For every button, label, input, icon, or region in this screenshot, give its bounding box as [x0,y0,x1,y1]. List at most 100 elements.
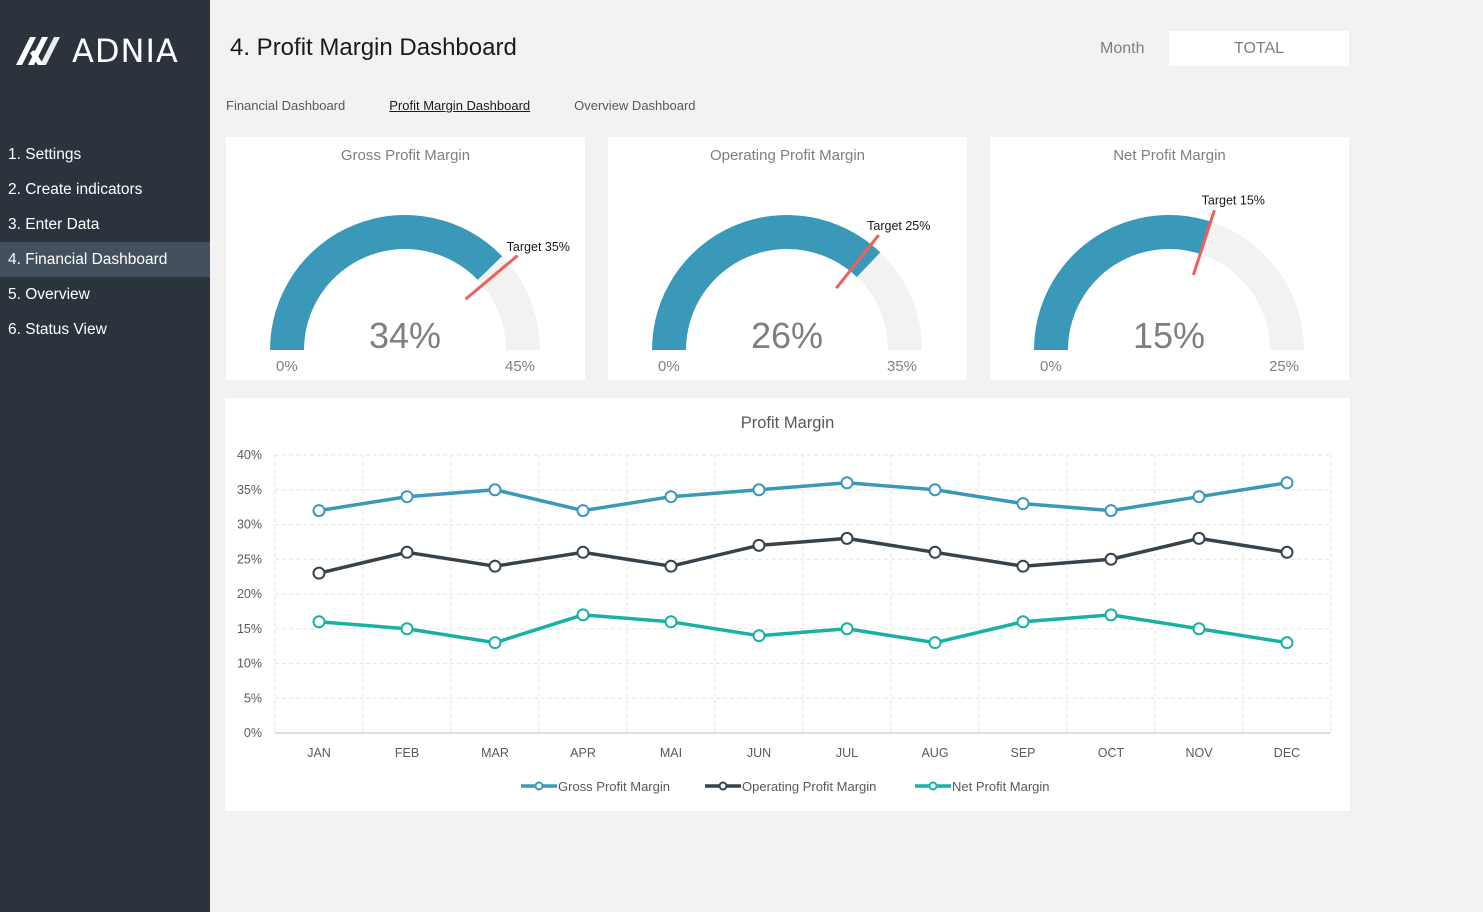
y-tick-label: 20% [237,587,262,601]
sidebar-nav: 1. Settings 2. Create indicators 3. Ente… [0,137,210,347]
x-tick-label: APR [570,746,596,760]
adnia-logo-icon [16,37,60,65]
gauge-title: Gross Profit Margin [340,147,471,164]
gauge-value-text: 26% [751,315,823,356]
sidebar-item-overview[interactable]: 5. Overview [8,286,90,303]
gauge-target-label: Target 15% [1202,193,1265,207]
data-point [1192,531,1206,545]
gauge-min-label: 0% [1040,358,1062,375]
gauge-value-text: 15% [1133,315,1205,356]
gauge-operating: Target 25% 26% 0% 35% [652,215,930,375]
data-point [576,608,590,622]
data-point [752,629,766,643]
series-line [318,613,1288,645]
data-point [1016,559,1030,573]
x-tick-label: JAN [307,746,331,760]
data-point [1280,636,1294,650]
gauge-title: Operating Profit Margin [709,147,866,164]
data-point [928,545,942,559]
sidebar-item-enter-data[interactable]: 3. Enter Data [8,216,100,233]
gauge-net: Target 15% 15% 0% 25% [1034,193,1304,375]
data-point [576,545,590,559]
sidebar-item-settings[interactable]: 1. Settings [8,146,82,163]
data-point [664,490,678,504]
legend-label: Gross Profit Margin [558,779,670,794]
data-point [1280,476,1294,490]
tab-financial-dashboard[interactable]: Financial Dashboard [226,98,346,113]
x-tick-label: FEB [395,746,419,760]
legend-label: Operating Profit Margin [742,779,876,794]
data-point [400,622,414,636]
y-tick-label: 5% [244,691,262,705]
data-point [840,476,854,490]
sidebar-item-financial-dashboard[interactable]: 4. Financial Dashboard [0,242,210,277]
data-point [1016,497,1030,511]
data-point [752,483,766,497]
gauge-card-gross: Gross Profit Margin Target 35% 34% 0% 45… [226,137,585,380]
data-point [664,559,678,573]
brand-logo[interactable]: ADNIA [14,32,179,70]
sidebar-item-create-indicators[interactable]: 2. Create indicators [8,181,143,198]
gauge-target-marker [835,234,880,290]
data-point [400,490,414,504]
data-point [1104,504,1118,518]
gauge-min-label: 0% [276,358,298,375]
gauge-target-marker [1191,209,1216,276]
y-tick-label: 15% [237,622,262,636]
gauge-max-label: 35% [887,358,917,375]
brand-name: ADNIA [72,32,179,70]
legend-marker-point [534,781,544,791]
x-tick-label: MAR [481,746,509,760]
chart-title: Profit Margin [740,414,835,432]
data-point [312,615,326,629]
gauge-card-net: Net Profit Margin Target 15% 15% 0% 25% [990,137,1349,380]
tab-overview-dashboard[interactable]: Overview Dashboard [574,98,696,113]
data-point [752,538,766,552]
dashboard-tabs: Financial Dashboard Profit Margin Dashbo… [226,98,696,113]
y-tick-label: 40% [237,448,262,462]
gauge-target-label: Target 35% [507,240,570,254]
data-point [1104,552,1118,566]
gauge-gross: Target 35% 34% 0% 45% [270,215,570,375]
gauge-title: Net Profit Margin [1113,147,1226,164]
data-point [312,566,326,580]
gauge-value-arc [652,215,881,350]
data-point [664,615,678,629]
data-point [1192,490,1206,504]
x-tick-label: AUG [921,746,948,760]
month-select[interactable]: TOTAL [1169,31,1349,66]
data-point [928,483,942,497]
data-point [312,504,326,518]
data-point [1016,615,1030,629]
sidebar: ADNIA 1. Settings 2. Create indicators 3… [0,0,210,912]
page-title: 4. Profit Margin Dashboard [230,34,517,61]
data-point [1104,608,1118,622]
data-point [488,483,502,497]
gauge-value-arc [270,215,503,350]
x-tick-label: DEC [1274,746,1300,760]
legend-marker-point [718,781,728,791]
data-point [488,559,502,573]
gauge-max-label: 45% [505,358,535,375]
data-point [488,636,502,650]
x-tick-label: NOV [1185,746,1213,760]
data-point [840,622,854,636]
x-tick-label: MAI [660,746,682,760]
profit-margin-chart: 0% 5% 10% 15% 20% 25% 30% 35% 40% JAN FEB MAR APR MAI… [237,448,1332,794]
gauge-max-label: 25% [1269,358,1299,375]
data-point [1192,622,1206,636]
series-line [318,536,1288,575]
tab-profit-margin-dashboard[interactable]: Profit Margin Dashboard [389,98,531,113]
gauge-value-text: 34% [369,315,441,356]
series-line [318,481,1288,513]
gauge-card-operating: Operating Profit Margin Target 25% 26% 0… [608,137,967,380]
x-tick-label: JUL [836,746,858,760]
y-tick-label: 30% [237,518,262,532]
sidebar-item-status-view[interactable]: 6. Status View [8,321,107,338]
x-tick-label: OCT [1098,746,1125,760]
y-tick-label: 25% [237,552,262,566]
gauge-min-label: 0% [658,358,680,375]
data-point [400,545,414,559]
gauge-target-label: Target 25% [867,219,930,233]
x-tick-label: SEP [1010,746,1035,760]
